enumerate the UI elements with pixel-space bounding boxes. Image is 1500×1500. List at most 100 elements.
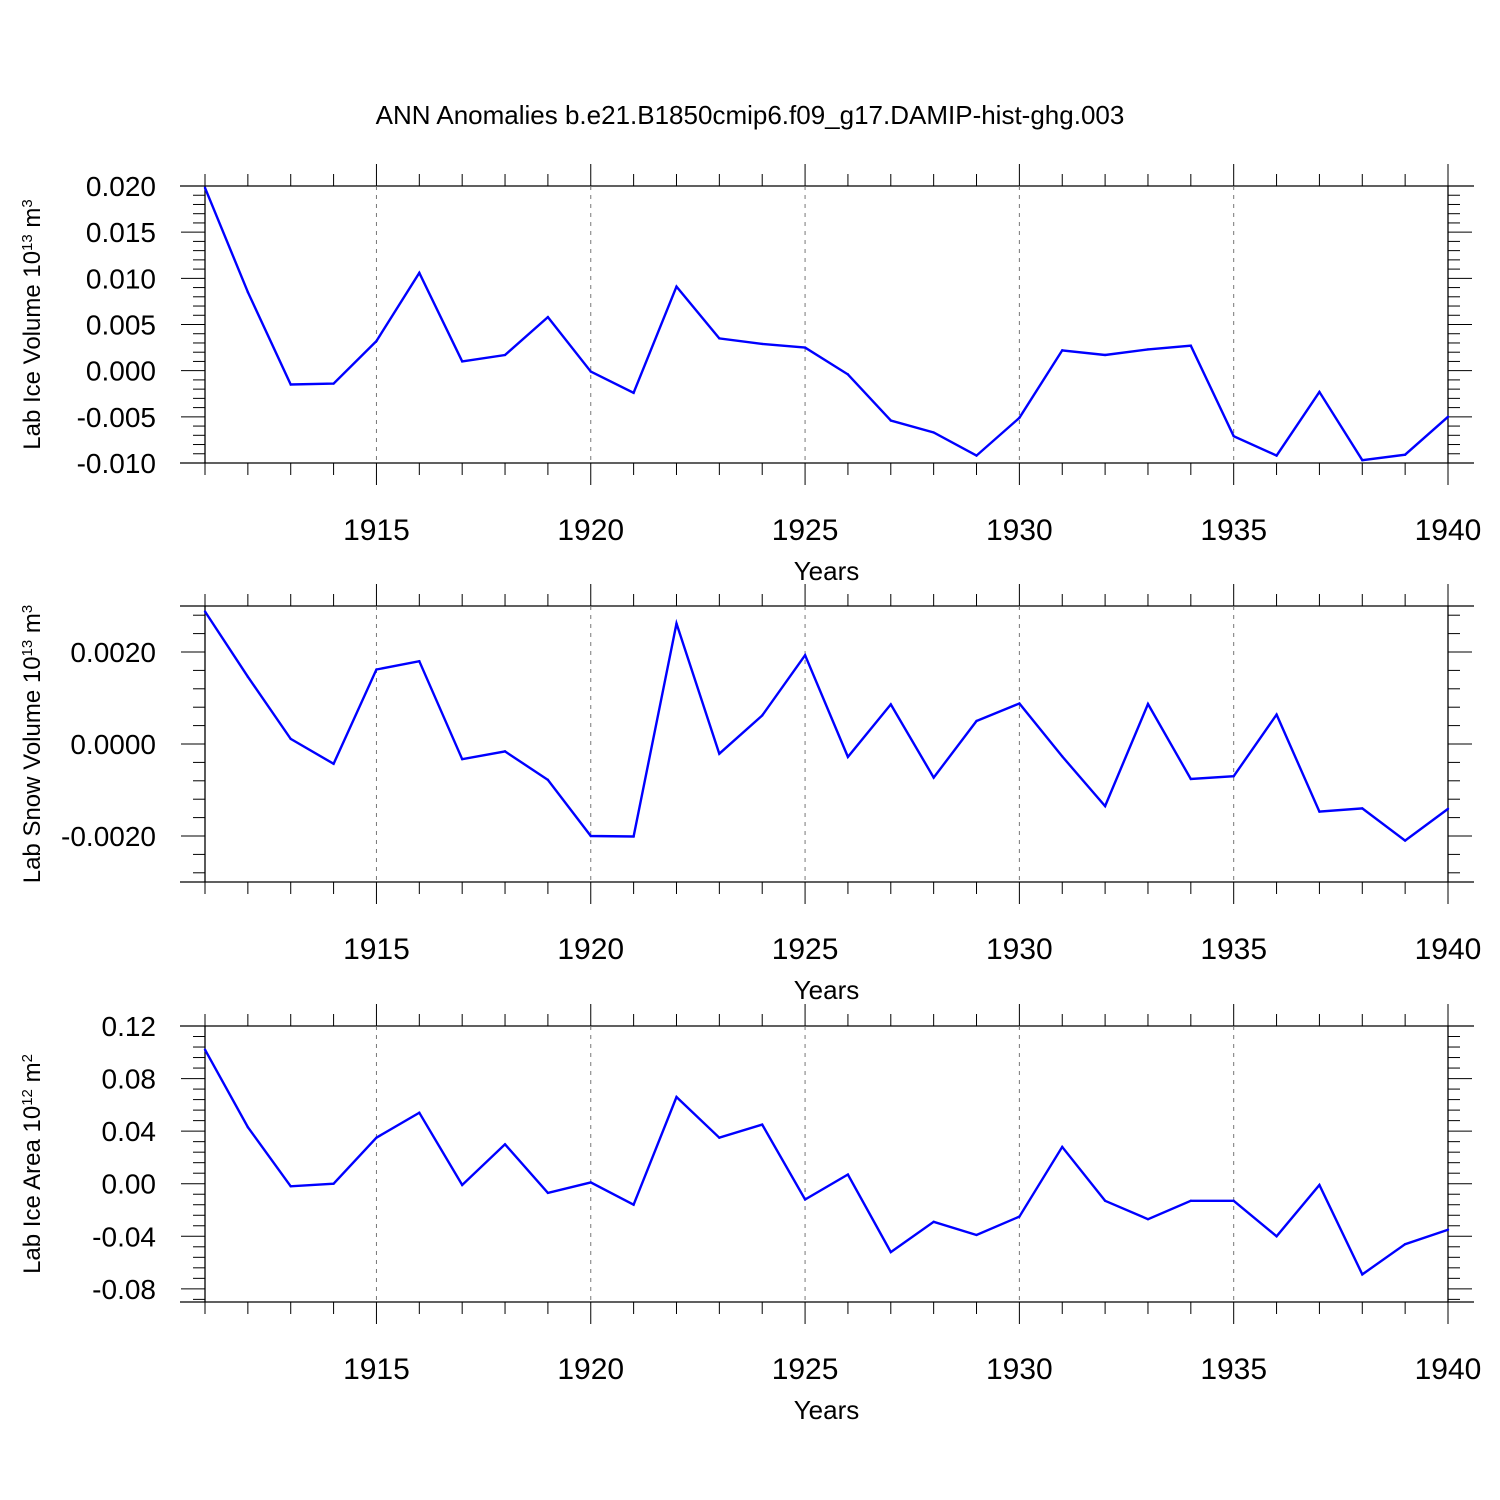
x-tick-label-1925: 1925 <box>772 514 839 547</box>
y-tick-label: -0.08 <box>92 1274 156 1305</box>
y-tick-label: 0.00 <box>102 1169 157 1200</box>
data-point <box>846 755 850 759</box>
data-point <box>460 1183 464 1187</box>
x-axis-label: Years <box>794 975 860 1005</box>
y-tick-label: 0.08 <box>102 1064 157 1095</box>
data-point <box>1018 1215 1021 1218</box>
data-point <box>1361 1273 1364 1276</box>
data-point <box>1103 353 1107 357</box>
data-point <box>1318 390 1321 394</box>
data-point <box>332 1182 335 1185</box>
data-point <box>503 1143 507 1146</box>
data-point <box>1146 348 1150 351</box>
data-point <box>1446 1228 1450 1231</box>
data-point <box>289 737 292 741</box>
data-point <box>761 714 764 717</box>
y-tick-label: -0.010 <box>77 448 156 479</box>
data-point <box>1275 1235 1278 1238</box>
x-tick-label-1920: 1920 <box>557 514 624 547</box>
data-point <box>1189 1199 1193 1203</box>
series-line <box>203 1049 1449 1277</box>
data-point <box>546 778 550 782</box>
data-point <box>889 1250 892 1254</box>
x-tick-label-1915: 1915 <box>343 933 410 966</box>
x-tick-label-1935: 1935 <box>1200 1353 1267 1386</box>
data-point <box>418 1111 421 1114</box>
data-point <box>503 750 507 753</box>
x-tick-label-1915: 1915 <box>343 1353 410 1386</box>
x-tick-label-1915: 1915 <box>343 514 410 547</box>
y-tick-label: 0.0020 <box>70 637 156 668</box>
x-tick-label-1930: 1930 <box>986 933 1053 966</box>
data-point <box>761 342 764 346</box>
x-tick-label-1920: 1920 <box>557 1353 624 1386</box>
y-tick-label: 0.12 <box>102 1011 157 1042</box>
data-point <box>718 752 721 755</box>
x-tick-label-1930: 1930 <box>986 514 1053 547</box>
data-point <box>1446 807 1450 811</box>
data-point <box>889 703 892 706</box>
y-axis-label-part: Lab Snow Volume 10 <box>19 656 46 883</box>
data-point <box>803 654 807 657</box>
data-point <box>1018 702 1021 705</box>
y-axis-label-part: m <box>19 208 46 235</box>
data-point <box>975 719 978 723</box>
data-point <box>1403 453 1407 456</box>
x-tick-label-1930: 1930 <box>986 1353 1053 1386</box>
x-tick-label-1920: 1920 <box>557 933 624 966</box>
data-point <box>418 660 421 663</box>
data-point <box>675 1095 678 1099</box>
panel-2: 0.0020 0.0000 -0.0020 1915 1920 1925 1930 1935 1… <box>19 584 1481 1005</box>
data-point <box>546 315 550 319</box>
x-tick-label-1925: 1925 <box>772 933 839 966</box>
data-point <box>718 1136 721 1139</box>
data-point <box>246 675 250 679</box>
data-point <box>1232 435 1235 438</box>
x-tick-label-1925: 1925 <box>772 1353 839 1386</box>
data-point <box>1275 713 1278 716</box>
x-tick-label-1940: 1940 <box>1415 514 1482 547</box>
data-point <box>203 610 207 613</box>
data-point <box>418 271 421 274</box>
data-point <box>1232 1199 1235 1203</box>
data-point <box>1103 1199 1107 1203</box>
y-tick-label: 0.0000 <box>70 729 156 760</box>
x-tick-label-1940: 1940 <box>1415 1353 1482 1386</box>
data-point <box>975 454 978 457</box>
data-point <box>589 370 592 373</box>
data-point <box>932 776 935 779</box>
data-point <box>1061 1145 1064 1149</box>
data-point <box>203 186 207 190</box>
y-axis-label-part: m <box>19 1062 46 1089</box>
data-point <box>1189 777 1193 781</box>
figure-title: ANN Anomalies b.e21.B1850cmip6.f09_g17.D… <box>376 100 1125 130</box>
data-point <box>632 1203 635 1206</box>
data-point <box>1275 454 1278 457</box>
y-axis-label-superscript: 12 <box>19 1089 36 1106</box>
y-axis-label-superscript: 3 <box>19 199 36 207</box>
y-axis-label-superscript: 13 <box>19 234 36 251</box>
data-point <box>246 1126 250 1129</box>
data-point <box>632 835 635 838</box>
data-point <box>289 1185 292 1188</box>
data-point <box>246 290 250 294</box>
y-axis-label-superscript: 2 <box>19 1054 36 1062</box>
y-axis-label-part: m <box>19 613 46 640</box>
data-point <box>1018 416 1021 419</box>
data-point <box>975 1233 978 1237</box>
y-tick-label: 0.020 <box>86 171 156 202</box>
y-axis-label-superscript: 13 <box>19 640 36 657</box>
data-point <box>1361 459 1364 462</box>
panel-3: 0.12 0.08 0.04 0.00 -0.04 -0.08 1915 1920 1925 19… <box>19 1004 1482 1425</box>
data-point <box>932 1220 935 1224</box>
y-tick-label: -0.005 <box>77 402 156 433</box>
y-tick-label: -0.04 <box>92 1221 156 1252</box>
x-axis-label: Years <box>794 556 860 586</box>
data-point <box>460 757 464 761</box>
data-point <box>1146 1218 1150 1221</box>
data-point <box>846 1173 850 1176</box>
y-tick-label: 0.000 <box>86 356 156 387</box>
x-tick-label-1935: 1935 <box>1200 933 1267 966</box>
data-point <box>1403 839 1407 842</box>
